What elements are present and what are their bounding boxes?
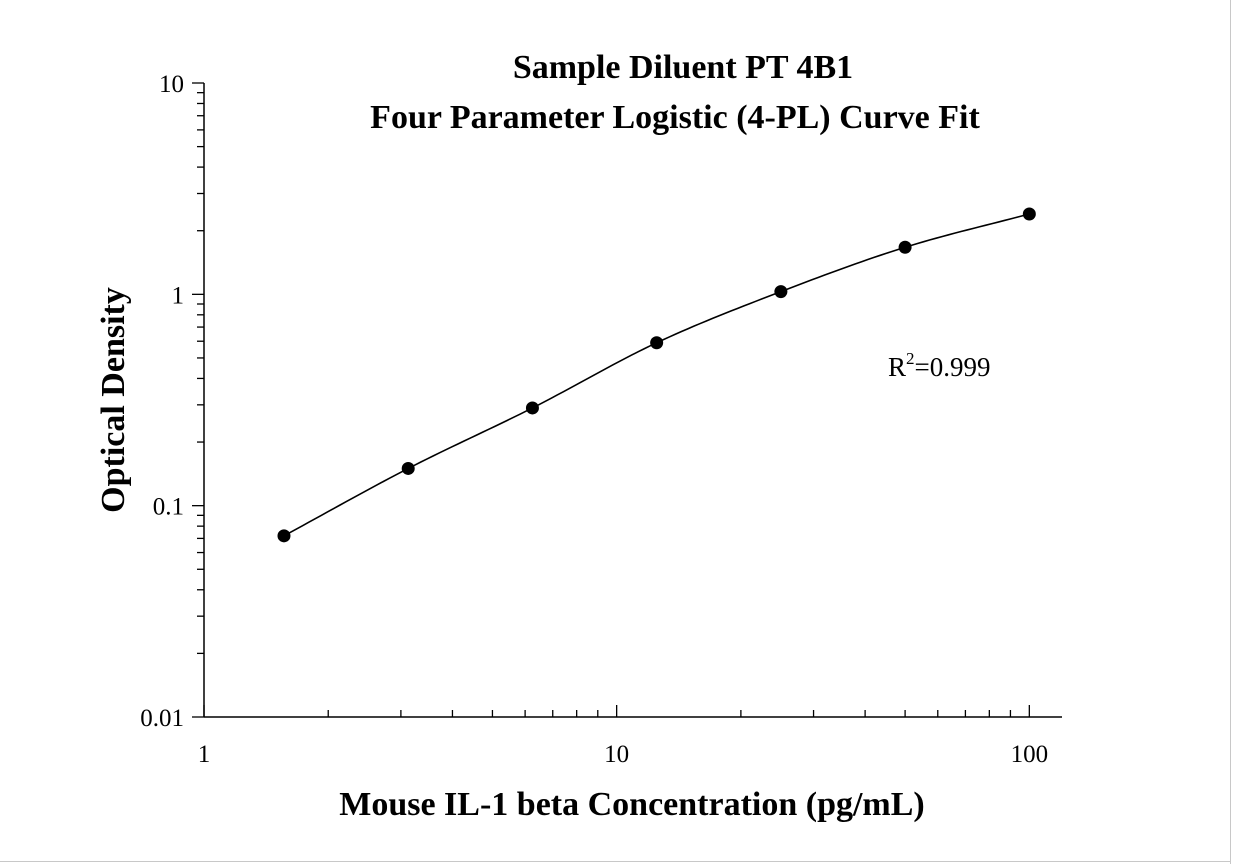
y-tick-label: 10 [159, 71, 184, 98]
data-point [1022, 207, 1036, 221]
data-point [774, 285, 788, 299]
r-squared-annotation: R2=0.999 [888, 349, 991, 382]
y-axis-label: Optical Density [95, 287, 132, 513]
r-squared-superscript: 2 [906, 349, 915, 368]
x-axis-label: Mouse IL-1 beta Concentration (pg/mL) [339, 786, 925, 823]
y-tick-label: 0.1 [153, 494, 184, 521]
data-point [650, 336, 664, 350]
y-tick-label: 1 [172, 282, 185, 309]
data-point [898, 240, 912, 254]
data-points [277, 207, 1036, 543]
plot-axes [203, 83, 1062, 718]
x-tick-label: 100 [1011, 741, 1049, 768]
data-point [401, 461, 415, 475]
y-axis-tick-labels: 0.01 0.1 1 10 [140, 71, 184, 732]
chart-title-line-1: Sample Diluent PT 4B1 [513, 49, 853, 86]
chart-title-line-2: Four Parameter Logistic (4-PL) Curve Fit [370, 99, 980, 136]
y-axis-ticks [192, 82, 204, 718]
r-squared-value: =0.999 [915, 352, 991, 382]
x-axis-ticks [203, 705, 1030, 717]
x-tick-label: 1 [198, 741, 211, 768]
x-tick-label: 10 [604, 741, 629, 768]
image-border-right [1230, 0, 1231, 864]
data-point [525, 401, 539, 415]
x-axis-tick-labels: 1 10 100 [198, 741, 1048, 768]
y-tick-label: 0.01 [140, 705, 184, 732]
r-squared-base: R [888, 352, 906, 382]
image-border-bottom [0, 861, 1231, 862]
data-point [277, 529, 291, 543]
